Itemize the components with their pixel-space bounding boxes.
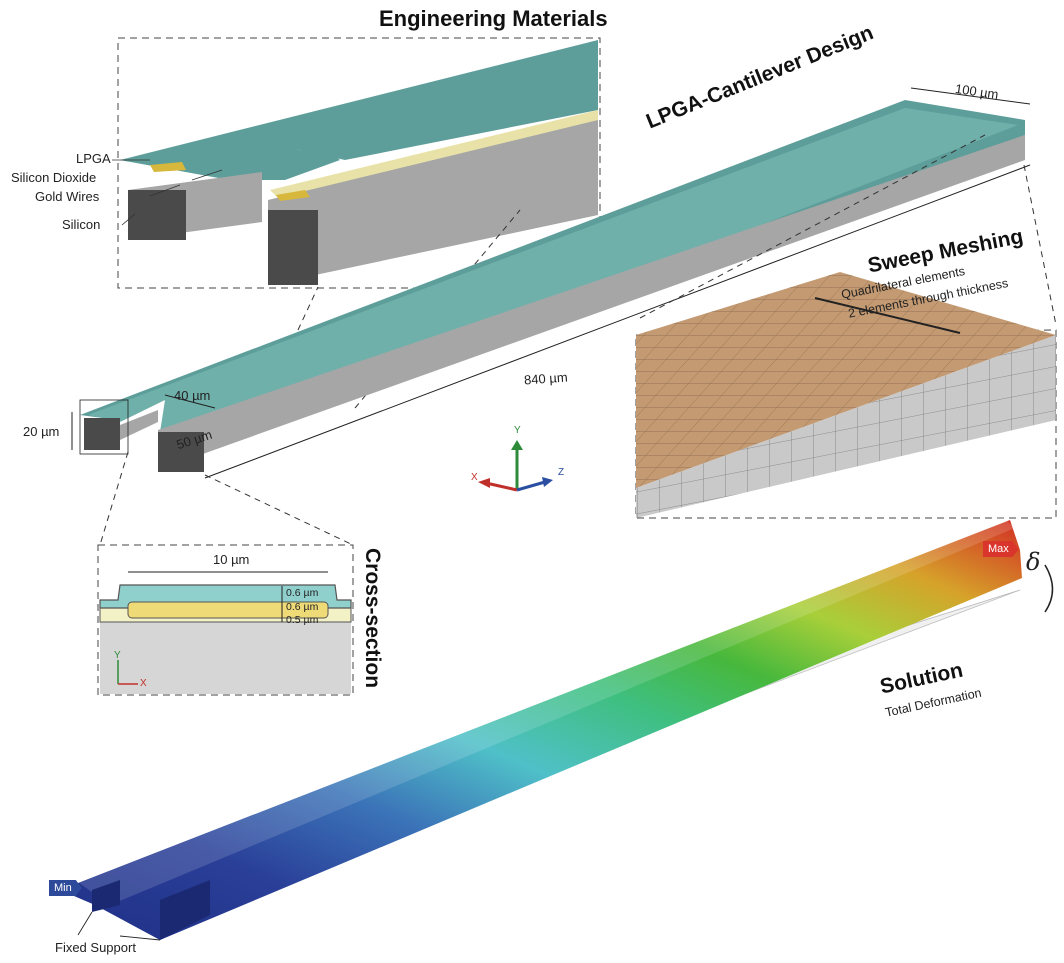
label-gold-wires: Gold Wires (35, 189, 100, 204)
label-silicon-dioxide: Silicon Dioxide (11, 170, 97, 185)
silicon-body (268, 120, 598, 285)
solution-deformation (60, 515, 1054, 941)
cantilever-leg-right (158, 432, 204, 472)
cantilever-side (158, 135, 1025, 470)
xsec-gold (127, 601, 329, 619)
silicon-end-face-left (128, 190, 186, 240)
silicon-end-face-right (268, 210, 318, 285)
x-axis (485, 481, 518, 492)
xsec-dim-t2: 0.6 µm (286, 601, 319, 613)
axis-x-label: X (471, 472, 478, 483)
xsec-axis-x-label: X (140, 678, 147, 689)
lpga-top-surface (120, 40, 598, 180)
mesh-side-face (636, 335, 1056, 518)
heading-engineering-materials: Engineering Materials (379, 6, 608, 31)
deflection-arrow (1044, 564, 1054, 613)
dim-height: 20 µm (23, 424, 60, 439)
label-fixed-support: Fixed Support (55, 940, 136, 955)
xsec-axis-y-label: Y (114, 650, 121, 661)
gold-wire-left (150, 162, 186, 172)
axis-z-label: Z (558, 467, 565, 478)
cantilever-leg-left (84, 418, 120, 450)
z-axis (516, 480, 546, 492)
gold-wire-right (276, 190, 310, 201)
mesh-top-face (636, 272, 1056, 488)
label-silicon: Silicon (62, 217, 101, 232)
axis-triad (478, 440, 553, 492)
oxide-layer-edge (270, 110, 598, 200)
xsec-dim-width: 10 µm (213, 552, 250, 567)
max-badge: Max (983, 541, 1019, 557)
main-cantilever (71, 87, 1031, 479)
deflection-symbol: δ (1026, 548, 1041, 576)
materials-inset (112, 37, 601, 289)
dim-length: 840 µm (523, 369, 569, 388)
cross-section-marker (79, 399, 129, 455)
cross-section-inset (97, 451, 354, 696)
mesh-wire-line (814, 297, 961, 334)
dim-gap: 40 µm (174, 388, 211, 403)
sweep-mesh-inset (635, 272, 1057, 519)
heading-cross-section: Cross-section (361, 548, 384, 689)
axis-y-label: Y (514, 425, 521, 436)
xsec-dim-t3: 0.5 µm (286, 614, 319, 626)
deformed-cantilever (60, 520, 1022, 940)
xsec-silicon (100, 622, 351, 694)
materials-inset-frame (117, 37, 601, 289)
xsec-dim-t1: 0.6 µm (286, 587, 319, 599)
min-badge: Min (49, 880, 82, 896)
label-lpga: LPGA (76, 151, 111, 166)
